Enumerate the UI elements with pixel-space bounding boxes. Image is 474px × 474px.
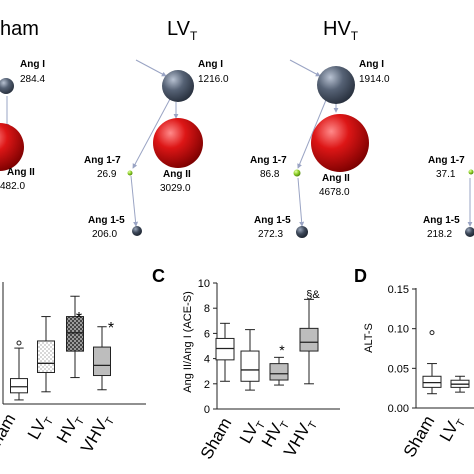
ang15-value-vhv: 218.2 xyxy=(427,229,452,240)
ang2-node-sham xyxy=(0,123,24,171)
ang17-node-vhv xyxy=(468,169,474,175)
x-label-sham-d: Sham xyxy=(400,413,439,461)
boxplot-panel-b: * * ham LVT HVT VHVT xyxy=(0,282,146,457)
ang2-label-sham: Ang II xyxy=(7,167,35,178)
x-label-vhv-b: VHVT xyxy=(77,410,117,457)
annotation-hv-c: * xyxy=(279,342,285,358)
y-tick-label-0: 0 xyxy=(204,404,210,416)
network-panel-hv: HVT Ang I 1914.0 Ang 1-7 86.8 Ang II 467… xyxy=(250,18,390,240)
x-label-lv-d: LVT xyxy=(436,412,468,446)
y-tick-label-2: 4 xyxy=(204,354,210,366)
ang15-label-lv: Ang 1-5 xyxy=(88,215,125,226)
y-axis-title-c: Ang II/Ang I (ACE-S) xyxy=(182,291,194,392)
ang15-label-vhv: Ang 1-5 xyxy=(423,215,460,226)
ang15-value-hv: 272.3 xyxy=(258,229,283,240)
ang2-label-lv: Ang II xyxy=(163,169,191,180)
box-sham xyxy=(10,378,28,394)
y-tick-label-0: 0.00 xyxy=(388,403,409,415)
ang15-node-lv xyxy=(132,226,142,236)
ang1-label-sham: Ang I xyxy=(20,59,45,70)
arrow-ang1-ang17-hv xyxy=(297,99,327,169)
y-tick-label-3: 6 xyxy=(204,328,210,340)
box-sham xyxy=(422,375,442,388)
ang1-node-hv xyxy=(317,66,355,104)
ang17-value-hv: 86.8 xyxy=(260,169,280,180)
outlier-sham-0 xyxy=(429,330,435,336)
network-panel-sham: ham Ang I 284.4 Ang II 482.0 xyxy=(0,18,45,192)
ang17-node-lv xyxy=(127,170,133,176)
panel-title-hv: HVT xyxy=(323,18,359,43)
ang15-label-hv: Ang 1-5 xyxy=(254,215,291,226)
box-lvt xyxy=(37,340,55,373)
y-axis-title-d: ALT-S xyxy=(363,323,375,353)
y-ticks-c: 0 2 4 6 8 10 xyxy=(198,278,217,416)
box-lvt xyxy=(240,350,260,382)
annotation-vhv-c: §& xyxy=(306,289,320,301)
x-label-lv-b: LVT xyxy=(24,410,56,444)
x-label-vhv-c: VHVT xyxy=(280,414,320,461)
network-panel-lv: LVT Ang I 1216.0 Ang 1-7 26.9 Ang II 302… xyxy=(84,18,229,240)
arrow-renin-hv xyxy=(289,59,321,77)
panel-label-d: D xyxy=(354,266,367,286)
box-vhvt xyxy=(93,346,111,377)
boxplot-panel-c: C Ang II/Ang I (ACE-S) 0 2 4 6 8 10 * §& Sham… xyxy=(152,266,340,462)
y-tick-label-1: 2 xyxy=(204,379,210,391)
x-label-sham-b: ham xyxy=(0,411,19,449)
ang1-value-hv: 1914.0 xyxy=(359,74,390,85)
boxes-c xyxy=(215,298,319,391)
box-hvt xyxy=(269,363,289,381)
y-ticks-d: 0.00 0.05 0.10 0.15 xyxy=(388,284,416,415)
ang1-node-lv xyxy=(162,70,194,102)
ang15-node-hv xyxy=(296,226,308,238)
y-tick-label-4: 8 xyxy=(204,303,210,315)
boxes-b xyxy=(10,295,111,401)
ang17-value-vhv: 37.1 xyxy=(436,169,456,180)
annotation-hv-b: * xyxy=(76,310,82,327)
boxplot-panel-d: D ALT-S 0.00 0.05 0.10 0.15 Sham LVT xyxy=(354,266,474,460)
ang2-label-hv: Ang II xyxy=(322,173,350,184)
y-tick-label-3: 0.15 xyxy=(388,284,409,296)
ang1-node-sham xyxy=(0,78,14,94)
arrow-ang17-ang15-lv xyxy=(130,175,139,227)
annotation-vhv-b: * xyxy=(108,320,114,337)
ang1-label-hv: Ang I xyxy=(359,59,384,70)
x-label-sham-c: Sham xyxy=(197,415,236,463)
ang2-node-lv xyxy=(153,118,203,168)
ang15-value-lv: 206.0 xyxy=(92,229,117,240)
ang2-value-hv: 4678.0 xyxy=(319,187,350,198)
y-tick-label-5: 10 xyxy=(198,278,210,290)
ang17-label-lv: Ang 1-7 xyxy=(84,155,121,166)
y-tick-label-1: 0.05 xyxy=(388,363,409,375)
ang17-label-vhv: Ang 1-7 xyxy=(428,155,465,166)
panel-title-sham: ham xyxy=(0,18,39,40)
ang17-node-hv xyxy=(293,169,301,177)
arrow-ang1-ang17-lv xyxy=(132,98,171,169)
box-hvt xyxy=(66,316,84,352)
ang2-node-hv xyxy=(311,114,369,172)
panel-label-c: C xyxy=(152,266,165,286)
box-vhvt xyxy=(299,327,319,352)
ang1-label-lv: Ang I xyxy=(198,59,223,70)
outlier-sham-0 xyxy=(16,340,22,346)
ang2-value-sham: 482.0 xyxy=(0,181,25,192)
panel-title-lv: LVT xyxy=(167,18,198,43)
ang15-node-vhv xyxy=(465,227,474,237)
ang2-value-lv: 3029.0 xyxy=(160,183,191,194)
ang17-label-hv: Ang 1-7 xyxy=(250,155,287,166)
ang1-value-lv: 1216.0 xyxy=(198,74,229,85)
arrow-ang17-ang15-hv xyxy=(297,177,305,227)
boxes-d xyxy=(422,330,470,395)
arrow-renin-lv xyxy=(135,59,167,77)
ang17-value-lv: 26.9 xyxy=(97,169,117,180)
y-tick-label-2: 0.10 xyxy=(388,324,409,336)
ang1-value-sham: 284.4 xyxy=(20,74,45,85)
network-panel-vhv: Ang 1-7 37.1 Ang 1-5 218.2 xyxy=(423,155,474,240)
